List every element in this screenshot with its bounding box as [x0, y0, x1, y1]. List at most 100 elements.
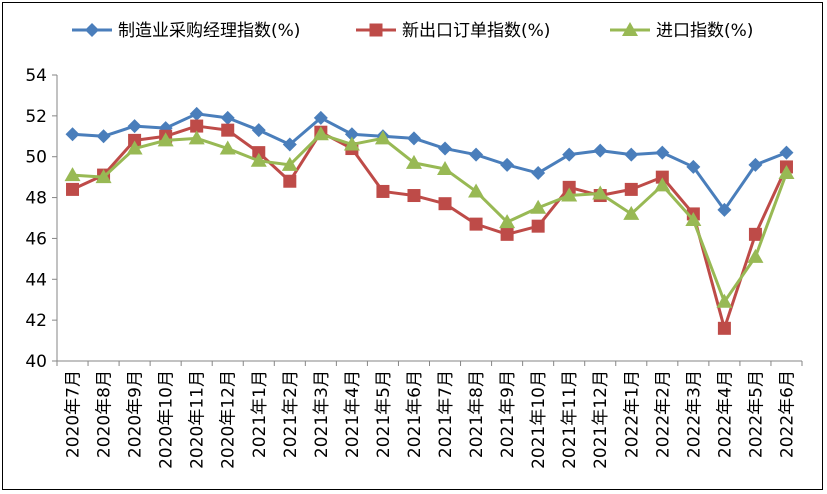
series-3 — [64, 126, 795, 308]
data-point — [561, 187, 578, 202]
data-point — [685, 212, 702, 227]
y-tick-label: 40 — [25, 352, 47, 372]
x-tick-label: 2021年6月 — [405, 370, 425, 458]
data-point — [126, 140, 143, 155]
data-point — [592, 185, 609, 200]
x-tick-label: 2022年6月 — [777, 370, 797, 458]
data-point — [251, 123, 266, 138]
x-tick-label: 2021年11月 — [560, 370, 580, 469]
data-point — [748, 157, 763, 172]
x-tick-label: 2022年3月 — [684, 370, 704, 458]
legend-marker — [85, 23, 99, 37]
x-tick-label: 2020年8月 — [95, 370, 115, 458]
x-tick-label: 2021年2月 — [281, 370, 301, 458]
y-tick-label: 54 — [25, 66, 47, 86]
legend-item: 进口指数(%) — [610, 21, 753, 41]
data-point — [655, 145, 670, 160]
data-point — [778, 165, 795, 180]
x-tick-label: 2022年5月 — [746, 370, 766, 458]
data-point — [747, 248, 764, 263]
x-tick-label: 2022年2月 — [653, 370, 673, 458]
data-point — [407, 189, 421, 203]
data-point — [469, 217, 483, 231]
data-point — [748, 227, 762, 241]
data-point — [157, 132, 174, 147]
legend-item: 制造业采购经理指数(%) — [72, 21, 300, 41]
data-point — [624, 182, 638, 196]
legend-label: 新出口订单指数(%) — [402, 21, 550, 41]
data-point — [654, 177, 671, 192]
data-point — [655, 170, 669, 184]
legend-label: 进口指数(%) — [656, 21, 753, 41]
x-tick-label: 2020年11月 — [188, 370, 208, 469]
y-axis: 40 42 44 46 48 50 52 54 — [25, 66, 58, 372]
data-point — [437, 160, 454, 175]
y-tick-label: 42 — [25, 311, 47, 331]
x-tick-label: 2021年1月 — [250, 370, 270, 458]
y-tick-label: 46 — [25, 229, 47, 249]
x-tick-label: 2021年9月 — [498, 370, 518, 458]
data-point — [623, 205, 640, 220]
x-tick-label: 2021年10月 — [529, 370, 549, 469]
data-point — [438, 141, 453, 156]
data-point — [95, 169, 112, 184]
x-tick-label: 2020年10月 — [157, 370, 177, 469]
data-point — [717, 202, 732, 217]
y-tick-label: 52 — [25, 107, 47, 127]
data-point — [469, 147, 484, 162]
data-point — [531, 219, 545, 233]
data-point — [252, 146, 266, 160]
data-point — [312, 126, 329, 141]
data-point — [376, 184, 390, 198]
data-point — [127, 119, 142, 134]
data-point — [562, 180, 576, 194]
data-point — [64, 167, 81, 182]
x-axis: 2020年7月 2020年8月 2020年9月 2020年10月 2020年11月 202… — [56, 360, 803, 469]
data-point — [66, 182, 80, 196]
x-tick-label: 2021年7月 — [436, 370, 456, 458]
x-tick-label: 2021年5月 — [374, 370, 394, 458]
y-tick-label: 44 — [25, 270, 47, 290]
data-point — [283, 174, 297, 188]
data-point — [313, 110, 328, 125]
data-point — [468, 183, 485, 198]
data-point — [499, 214, 516, 229]
data-point — [189, 106, 204, 121]
data-point — [406, 131, 421, 146]
data-point — [188, 130, 205, 145]
x-tick-label: 2021年3月 — [312, 370, 332, 458]
data-point — [282, 137, 297, 152]
x-tick-label: 2022年4月 — [715, 370, 735, 458]
x-tick-label: 2020年9月 — [126, 370, 146, 458]
data-point — [717, 321, 731, 335]
data-point — [624, 147, 639, 162]
data-point — [500, 157, 515, 172]
plot-area — [64, 106, 795, 335]
x-tick-label: 2022年1月 — [622, 370, 642, 458]
y-tick-label: 48 — [25, 189, 47, 209]
data-point — [562, 147, 577, 162]
series-line — [71, 124, 788, 330]
legend-marker — [369, 23, 383, 37]
x-tick-label: 2020年7月 — [64, 370, 84, 458]
series-2 — [66, 119, 793, 335]
data-point — [344, 127, 359, 142]
data-point — [250, 152, 267, 167]
legend: 制造业采购经理指数(%) 新出口订单指数(%) 进口指数(%) — [72, 21, 753, 41]
data-point — [128, 133, 142, 147]
data-point — [343, 136, 360, 151]
data-point — [531, 166, 546, 181]
data-point — [220, 110, 235, 125]
x-tick-label: 2021年8月 — [467, 370, 487, 458]
legend-marker — [622, 22, 638, 36]
data-point — [530, 199, 547, 214]
x-tick-label: 2020年12月 — [219, 370, 239, 469]
data-point — [221, 123, 235, 137]
data-point — [686, 159, 701, 174]
data-point — [716, 293, 733, 308]
data-point — [96, 129, 111, 144]
data-point — [500, 227, 514, 241]
data-point — [593, 143, 608, 158]
